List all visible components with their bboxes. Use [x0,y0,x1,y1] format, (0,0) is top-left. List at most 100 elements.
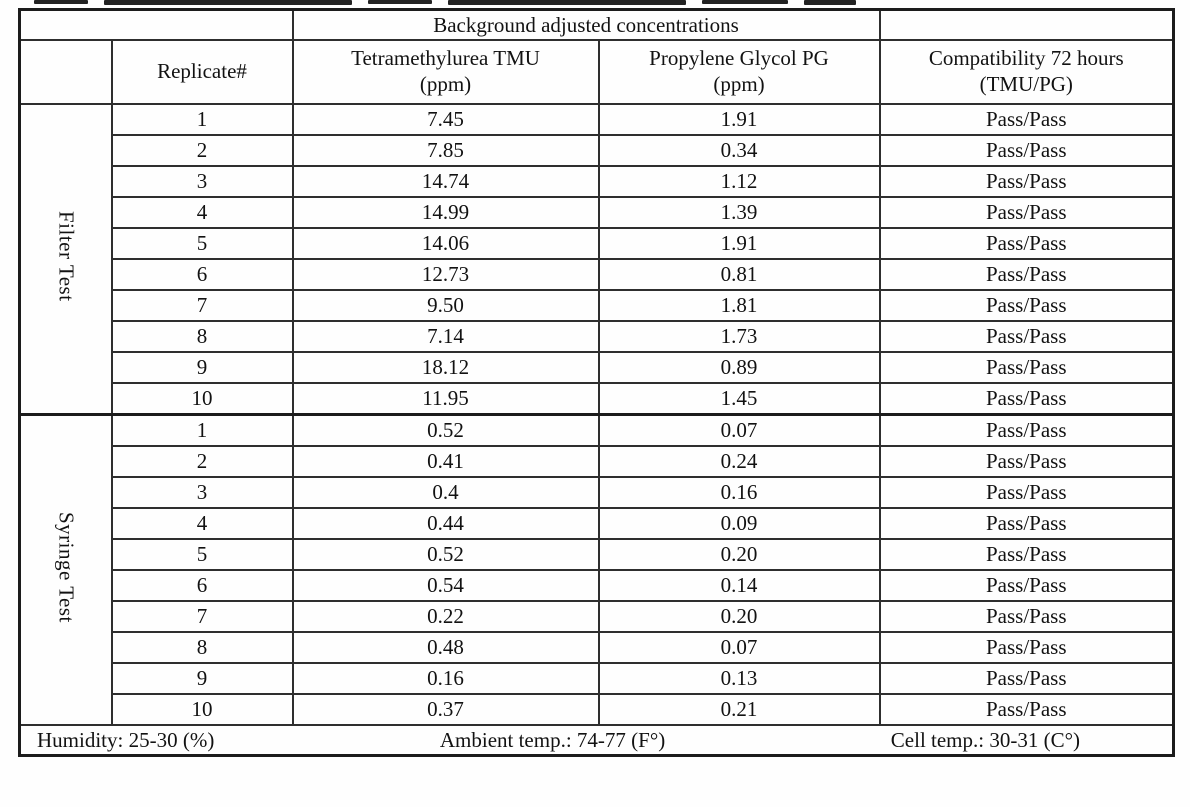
pg-cell: 1.91 [597,227,881,260]
empty-header-cell [18,39,113,105]
compat-cell: Pass/Pass [878,258,1175,291]
compat-cell: Pass/Pass [878,165,1175,198]
empty-header-cell [878,8,1175,41]
tmu-cell: 0.48 [291,631,600,664]
pg-cell: 0.81 [597,258,881,291]
replicate-cell: 9 [110,351,294,384]
replicate-cell: 1 [110,103,294,136]
pg-cell: 1.91 [597,103,881,136]
table-row: 5 14.06 1.91 Pass/Pass [20,227,1175,260]
compat-cell: Pass/Pass [878,103,1175,136]
filter-test-section: Filter Test 1 7.45 1.91 Pass/Pass 2 7.85 0.34 Pa… [18,103,1175,416]
compat-cell: Pass/Pass [878,538,1175,571]
table-row: 3 14.74 1.12 Pass/Pass [20,165,1175,198]
replicate-cell: 6 [110,258,294,291]
table-row: Syringe Test 1 0.52 0.07 Pass/Pass [18,413,1175,726]
tmu-cell: 0.22 [291,600,600,633]
replicate-cell: 2 [110,134,294,167]
pg-cell: 0.24 [597,445,881,478]
table-row: 4 0.44 0.09 Pass/Pass [20,507,1175,540]
table-row: 3 0.4 0.16 Pass/Pass [20,476,1175,509]
replicate-cell: 7 [110,289,294,322]
tmu-cell: 11.95 [291,382,600,416]
replicate-cell: 1 [110,413,294,447]
pg-cell: 0.20 [597,600,881,633]
col-header-pg-unit: (ppm) [713,72,765,96]
tmu-cell: 0.4 [291,476,600,509]
replicate-cell: 3 [110,476,294,509]
pg-cell: 0.16 [597,476,881,509]
col-header-tmu-name: Tetramethylurea TMU [351,46,540,71]
pg-cell: 1.45 [597,382,881,416]
replicate-cell: 10 [110,382,294,416]
pg-cell: 0.14 [597,569,881,602]
pg-cell: 0.07 [597,413,881,447]
tmu-cell: 0.41 [291,445,600,478]
compat-cell: Pass/Pass [878,445,1175,478]
table-row: 4 14.99 1.39 Pass/Pass [20,196,1175,229]
conditions-footer-row: Humidity: 25-30 (%) Ambient temp.: 74-77… [18,724,1175,757]
table-row: 8 7.14 1.73 Pass/Pass [20,320,1175,353]
tmu-cell: 14.06 [291,227,600,260]
replicate-cell: 6 [110,569,294,602]
tmu-cell: 14.74 [291,165,600,198]
replicate-cell: 2 [110,445,294,478]
replicate-cell: 4 [110,507,294,540]
tmu-cell: 0.44 [291,507,600,540]
compat-cell: Pass/Pass [878,507,1175,540]
conditions-footer-cell: Humidity: 25-30 (%) Ambient temp.: 74-77… [18,724,1175,757]
compat-cell: Pass/Pass [878,320,1175,353]
col-header-tmu-unit: (ppm) [419,72,472,96]
table-row: 2 0.41 0.24 Pass/Pass [20,445,1175,478]
column-header-row: Replicate# Tetramethylurea TMU (ppm) Pro… [18,39,1175,105]
pg-cell: 1.73 [597,320,881,353]
col-header-compatibility-name: Compatibility 72 hours [928,46,1124,71]
pg-cell: 1.39 [597,196,881,229]
compat-cell: Pass/Pass [878,382,1175,416]
group-header-row: Background adjusted concentrations [18,8,1175,41]
section-label-cell: Syringe Test [18,413,113,726]
col-header-compatibility-unit: (TMU/PG) [979,72,1073,96]
tmu-cell: 0.54 [291,569,600,602]
tmu-cell: 7.45 [291,103,600,136]
cropped-text-remnant [34,0,862,6]
compatibility-results-table: Background adjusted concentrations Repli… [18,8,1176,757]
compat-cell: Pass/Pass [878,693,1175,726]
table-row: 2 7.85 0.34 Pass/Pass [20,134,1175,167]
syringe-test-section: Syringe Test 1 0.52 0.07 Pass/Pass 2 0.41 0.24 P… [18,413,1175,726]
tmu-cell: 14.99 [291,196,600,229]
group-header-background-adjusted: Background adjusted concentrations [291,8,881,41]
pg-cell: 0.09 [597,507,881,540]
col-header-pg-name: Propylene Glycol PG [649,46,829,71]
table-row: 5 0.52 0.20 Pass/Pass [20,538,1175,571]
tmu-cell: 12.73 [291,258,600,291]
compat-cell: Pass/Pass [878,289,1175,322]
compat-cell: Pass/Pass [878,569,1175,602]
col-header-replicate: Replicate# [110,39,294,105]
pg-cell: 0.20 [597,538,881,571]
section-label-rotated: Syringe Test [54,511,79,623]
table-row: 7 0.22 0.20 Pass/Pass [20,600,1175,633]
col-header-pg: Propylene Glycol PG (ppm) [597,39,881,105]
tmu-cell: 18.12 [291,351,600,384]
section-label-cell: Filter Test [18,103,113,416]
pg-cell: 1.12 [597,165,881,198]
table-row: 7 9.50 1.81 Pass/Pass [20,289,1175,322]
replicate-cell: 8 [110,320,294,353]
col-header-tmu: Tetramethylurea TMU (ppm) [291,39,600,105]
replicate-cell: 5 [110,538,294,571]
table-row: 8 0.48 0.07 Pass/Pass [20,631,1175,664]
replicate-cell: 10 [110,693,294,726]
pg-cell: 0.13 [597,662,881,695]
table-row: 6 0.54 0.14 Pass/Pass [20,569,1175,602]
pg-cell: 0.07 [597,631,881,664]
replicate-cell: 7 [110,600,294,633]
replicate-cell: 3 [110,165,294,198]
cell-temp-reading: Cell temp.: 30-31 (C°) [890,727,1080,752]
tmu-cell: 7.14 [291,320,600,353]
compat-cell: Pass/Pass [878,227,1175,260]
compat-cell: Pass/Pass [878,600,1175,633]
pg-cell: 0.89 [597,351,881,384]
compat-cell: Pass/Pass [878,662,1175,695]
